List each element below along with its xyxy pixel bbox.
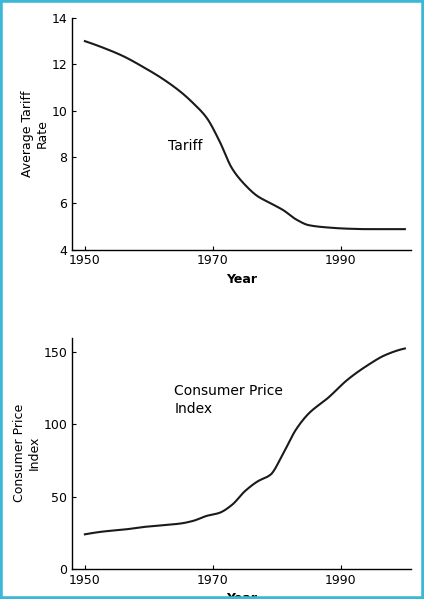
Y-axis label: Consumer Price
Index: Consumer Price Index bbox=[13, 404, 41, 503]
X-axis label: Year: Year bbox=[226, 592, 257, 599]
Text: Consumer Price: Consumer Price bbox=[175, 385, 283, 398]
Text: Index: Index bbox=[175, 402, 212, 416]
Y-axis label: Average Tariff
Rate: Average Tariff Rate bbox=[21, 90, 49, 177]
Text: Tariff: Tariff bbox=[168, 139, 203, 153]
X-axis label: Year: Year bbox=[226, 273, 257, 286]
